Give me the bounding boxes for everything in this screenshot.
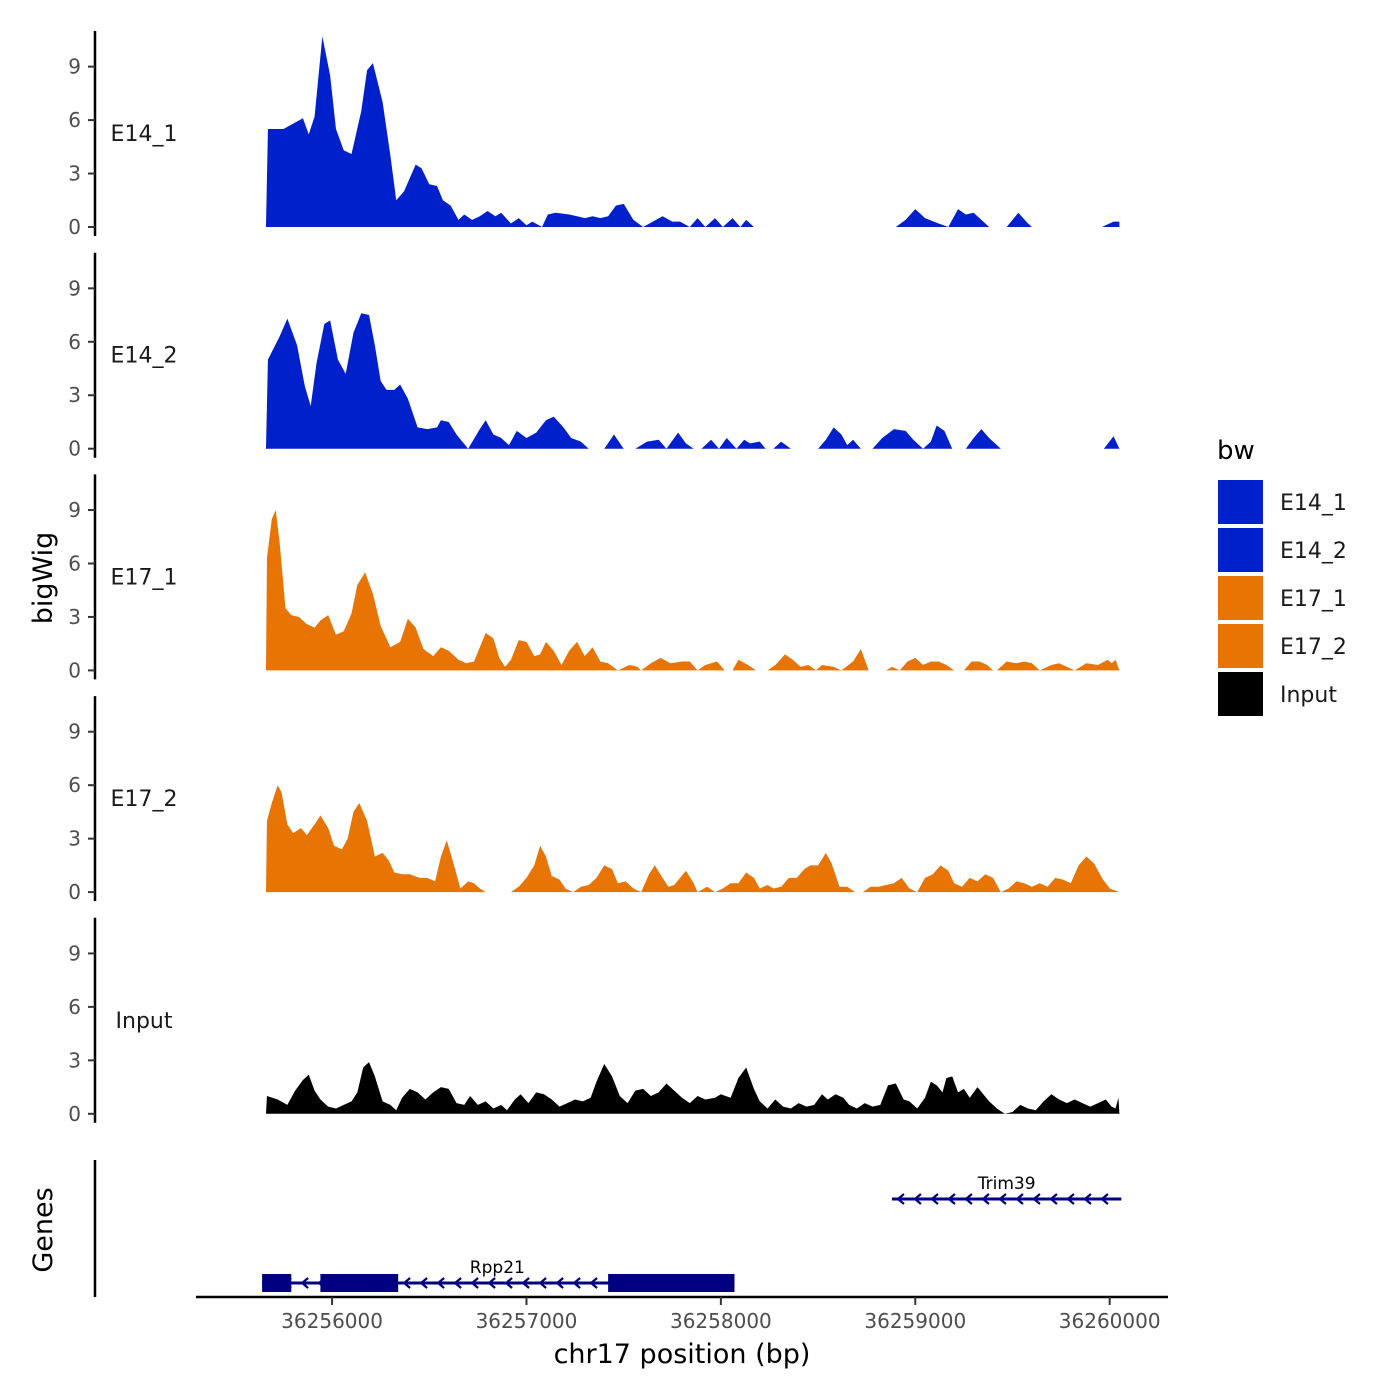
x-tick-label: 36260000 <box>1059 1309 1161 1333</box>
strand-arrow <box>1083 1193 1092 1205</box>
track-Input: 0 3 6 9 Input <box>68 917 1120 1126</box>
x-tick-label: 36256000 <box>281 1309 383 1333</box>
x-axis-title: chr17 position (bp) <box>554 1339 811 1370</box>
track-label: E17_1 <box>111 565 178 590</box>
track-E17_1: 0 3 6 9 E17_1 <box>68 474 1120 682</box>
strand-arrow <box>555 1277 564 1289</box>
x-tick-label: 36259000 <box>864 1309 966 1333</box>
strand-arrow <box>947 1193 956 1205</box>
strand-arrow <box>504 1277 513 1289</box>
track-E14_2: 0 3 6 9 E14_2 <box>68 252 1120 461</box>
strand-arrow <box>453 1277 462 1289</box>
signal-area <box>265 36 1120 227</box>
track-label: E17_2 <box>111 787 178 812</box>
strand-arrow <box>1049 1193 1058 1205</box>
y-tick-label: 3 <box>68 162 81 186</box>
strand-arrow <box>300 1277 309 1289</box>
y-tick-label: 9 <box>68 941 81 965</box>
strand-arrow <box>981 1193 990 1205</box>
genes-track-title: Genes <box>28 1187 59 1272</box>
y-tick-label: 0 <box>68 880 81 904</box>
legend-swatch <box>1218 480 1263 524</box>
track-label: E14_1 <box>111 122 178 147</box>
y-axis-title: bigWig <box>28 532 59 625</box>
y-tick-label: 6 <box>68 773 81 797</box>
track-E17_2: 0 3 6 9 E17_2 <box>68 696 1120 904</box>
strand-arrow <box>964 1193 973 1205</box>
signal-tracks: 0 3 6 9 E14_1 0 3 6 9 E14_2 0 3 6 9 E17_1 0 3 6 9 E17_2 0 3 6 9… <box>68 31 1120 1126</box>
x-tick-label: 36258000 <box>670 1309 772 1333</box>
strand-arrow <box>402 1277 411 1289</box>
legend: bw E14_1 E14_2 E17_1 E17_2 Input <box>1217 436 1347 716</box>
legend-item-Input: Input <box>1218 672 1337 716</box>
y-tick-label: 0 <box>68 437 81 461</box>
legend-label: E17_1 <box>1280 587 1347 612</box>
gene-exon <box>262 1274 292 1292</box>
x-axis: chr17 position (bp) 36256000 36257000 3625… <box>196 1295 1168 1370</box>
legend-swatch <box>1218 672 1263 716</box>
y-tick-label: 6 <box>68 551 81 575</box>
legend-title: bw <box>1217 436 1255 466</box>
gene-label: Trim39 <box>977 1174 1036 1194</box>
strand-arrow <box>538 1277 547 1289</box>
y-tick-label: 9 <box>68 720 81 744</box>
y-tick-label: 6 <box>68 995 81 1019</box>
gene-label: Rpp21 <box>470 1258 525 1278</box>
strand-arrow <box>1066 1193 1075 1205</box>
y-tick-label: 6 <box>68 330 81 354</box>
y-tick-label: 3 <box>68 605 81 629</box>
strand-arrow <box>1100 1193 1109 1205</box>
strand-arrow <box>589 1277 598 1289</box>
gene-Trim39: Trim39 <box>891 1174 1122 1205</box>
legend-swatch <box>1218 528 1263 572</box>
gene-exon <box>608 1274 735 1292</box>
strand-arrow <box>1032 1193 1041 1205</box>
gene-track: Genes Rpp21 Trim39 <box>28 1160 1122 1297</box>
track-label: Input <box>116 1009 173 1034</box>
strand-arrow <box>913 1193 922 1205</box>
legend-label: E14_1 <box>1280 491 1347 516</box>
strand-arrow <box>470 1277 479 1289</box>
signal-area <box>265 785 1120 893</box>
strand-arrow <box>896 1193 905 1205</box>
x-tick-label: 36257000 <box>476 1309 578 1333</box>
gene-Rpp21: Rpp21 <box>262 1258 735 1292</box>
strand-arrow <box>572 1277 581 1289</box>
strand-arrow <box>521 1277 530 1289</box>
y-tick-label: 9 <box>68 498 81 522</box>
y-tick-label: 3 <box>68 827 81 851</box>
legend-label: Input <box>1280 683 1337 708</box>
y-tick-label: 9 <box>68 55 81 79</box>
strand-arrow <box>998 1193 1007 1205</box>
track-label: E14_2 <box>111 344 178 369</box>
y-tick-label: 3 <box>68 383 81 407</box>
signal-area <box>265 1062 1120 1114</box>
strand-arrow <box>1015 1193 1024 1205</box>
signal-area <box>265 510 1120 671</box>
strand-arrow <box>930 1193 939 1205</box>
legend-item-E14_1: E14_1 <box>1218 480 1347 524</box>
y-tick-label: 0 <box>68 658 81 682</box>
y-tick-label: 0 <box>68 215 81 239</box>
strand-arrow <box>436 1277 445 1289</box>
legend-item-E14_2: E14_2 <box>1218 528 1347 572</box>
gene-exon <box>320 1274 399 1292</box>
strand-arrow <box>419 1277 428 1289</box>
y-tick-label: 0 <box>68 1102 81 1126</box>
y-tick-label: 6 <box>68 108 81 132</box>
legend-label: E14_2 <box>1280 539 1347 564</box>
legend-label: E17_2 <box>1280 635 1347 660</box>
legend-item-E17_1: E17_1 <box>1218 576 1347 620</box>
signal-area <box>265 313 1120 449</box>
y-tick-label: 3 <box>68 1048 81 1072</box>
track-E14_1: 0 3 6 9 E14_1 <box>68 31 1120 239</box>
strand-arrow <box>487 1277 496 1289</box>
y-tick-label: 9 <box>68 276 81 300</box>
legend-item-E17_2: E17_2 <box>1218 624 1347 668</box>
legend-swatch <box>1218 624 1263 668</box>
legend-swatch <box>1218 576 1263 620</box>
